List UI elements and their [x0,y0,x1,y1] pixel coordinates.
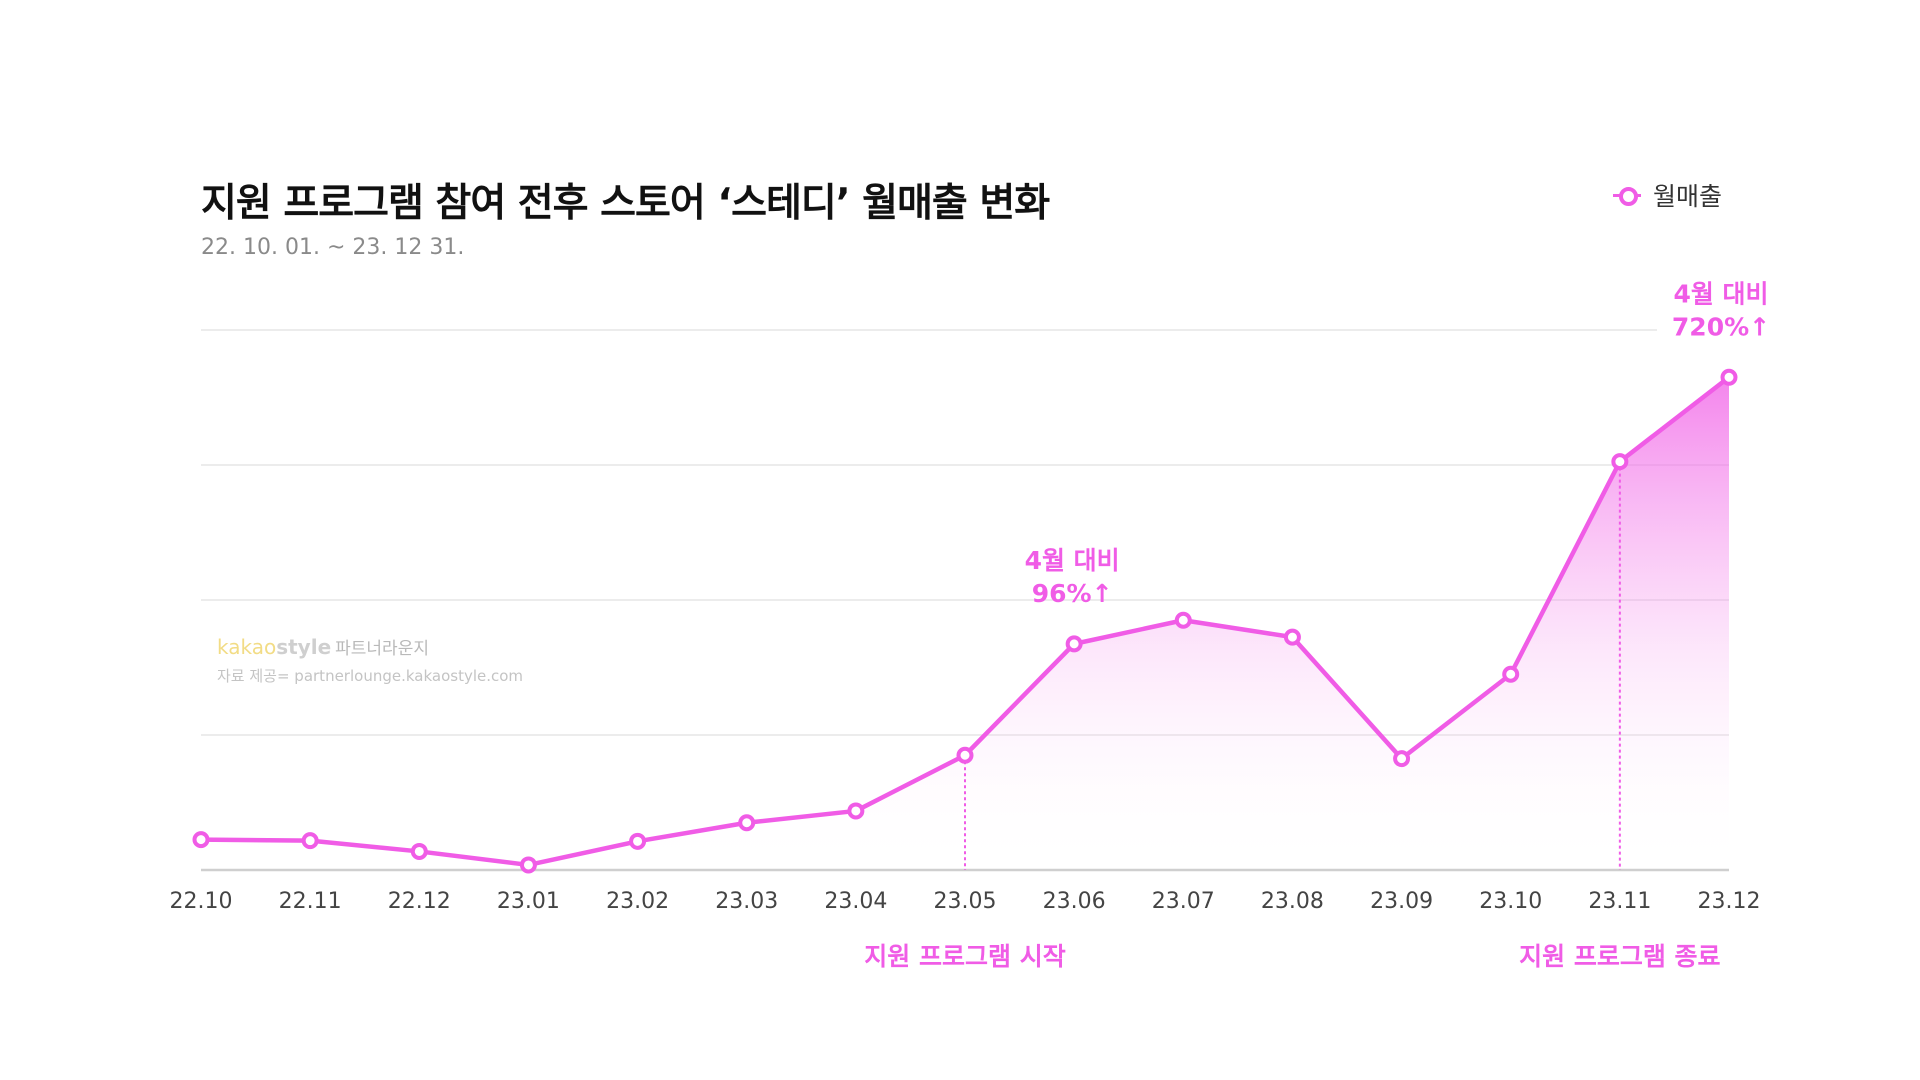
data-point [410,842,428,860]
data-point [1174,611,1192,629]
tick-layer: 22.10 22.11 22.12 23.01 23.02 23.03 23.04 23.05… [170,889,1761,914]
data-point [301,832,319,850]
data-point [1502,665,1520,683]
x-tick-label: 23.01 [497,889,560,914]
data-point [1283,628,1301,646]
x-tick-label: 22.11 [279,889,342,914]
x-tick-label: 22.10 [170,889,233,914]
series-area-fill [201,377,1729,870]
guide-layer: 지원 프로그램 시작 지원 프로그램 종료 [864,461,1721,971]
legend-marker-icon [1613,185,1641,206]
chart-legend: 월매출 [1613,177,1722,213]
data-point [1611,453,1629,471]
phase-label: 지원 프로그램 시작 [864,942,1065,971]
x-tick-label: 23.06 [1043,889,1106,914]
watermark-logo-style: style [276,635,332,659]
watermark: kakaostyle 파트너라운지 자료 제공= partnerlounge.ka… [217,634,523,686]
data-point [956,746,974,764]
chart-subtitle: 22. 10. 01. ~ 23. 12 31. [201,235,465,260]
data-point [738,814,756,832]
data-point [192,831,210,849]
x-tick-label: 23.09 [1370,889,1433,914]
data-point [629,832,647,850]
x-tick-label: 23.08 [1261,889,1324,914]
watermark-logo-kakao: kakao [217,635,277,659]
data-point [1065,635,1083,653]
annotation-value: 96%↑ [1032,579,1113,608]
annotation-label: 4월 대비 [1025,546,1120,575]
data-point [519,856,537,874]
watermark-logo: kakaostyle 파트너라운지 [217,634,523,659]
x-tick-label: 23.12 [1698,889,1761,914]
point-layer [192,368,1738,874]
area-layer [201,377,1729,870]
data-point [847,802,865,820]
x-tick-label: 23.11 [1588,889,1651,914]
watermark-logo-lounge: 파트너라운지 [335,639,429,659]
watermark-source: 자료 제공= partnerlounge.kakaostyle.com [217,667,524,685]
legend-label: 월매출 [1653,182,1723,211]
annotation-label: 4월 대비 [1673,279,1768,308]
data-point [1720,368,1738,386]
annotation-value: 720%↑ [1672,312,1770,341]
data-point [1393,750,1411,768]
x-tick-label: 23.02 [606,889,669,914]
x-tick-label: 23.07 [1152,889,1215,914]
x-tick-label: 22.12 [388,889,451,914]
x-tick-label: 23.10 [1479,889,1542,914]
annotation-layer: 4월 대비 96%↑ 4월 대비 720%↑ [1025,279,1771,608]
x-tick-label: 23.03 [715,889,778,914]
chart-title: 지원 프로그램 참여 전후 스토어 ‘스테디’ 월매출 변화 [201,181,1050,226]
phase-label: 지원 프로그램 종료 [1519,942,1720,971]
x-tick-label: 23.04 [824,889,887,914]
x-tick-label: 23.05 [934,889,997,914]
